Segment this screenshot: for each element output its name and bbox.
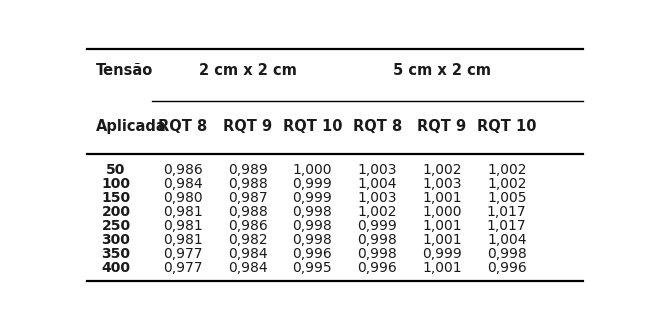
Text: 1,004: 1,004 <box>357 177 397 191</box>
Text: 5 cm x 2 cm: 5 cm x 2 cm <box>393 63 491 78</box>
Text: RQT 9: RQT 9 <box>223 119 272 134</box>
Text: 0,999: 0,999 <box>293 177 332 191</box>
Text: 200: 200 <box>101 205 131 219</box>
Text: 0,998: 0,998 <box>293 233 332 247</box>
Text: 250: 250 <box>101 219 131 233</box>
Text: 1,004: 1,004 <box>487 233 526 247</box>
Text: 1,002: 1,002 <box>357 205 397 219</box>
Text: 1,000: 1,000 <box>422 205 462 219</box>
Text: 1,003: 1,003 <box>357 163 397 177</box>
Text: 2 cm x 2 cm: 2 cm x 2 cm <box>199 63 296 78</box>
Text: 0,981: 0,981 <box>163 233 202 247</box>
Text: 1,002: 1,002 <box>487 163 526 177</box>
Text: 0,996: 0,996 <box>357 261 397 275</box>
Text: 1,001: 1,001 <box>422 261 462 275</box>
Text: Tensão: Tensão <box>96 63 153 78</box>
Text: 0,998: 0,998 <box>357 233 397 247</box>
Text: 0,984: 0,984 <box>228 247 268 261</box>
Text: 100: 100 <box>101 177 131 191</box>
Text: RQT 10: RQT 10 <box>477 119 537 134</box>
Text: 0,999: 0,999 <box>293 191 332 205</box>
Text: 400: 400 <box>101 261 131 275</box>
Text: RQT 8: RQT 8 <box>158 119 208 134</box>
Text: 1,003: 1,003 <box>422 177 462 191</box>
Text: 50: 50 <box>106 163 126 177</box>
Text: 0,986: 0,986 <box>163 163 202 177</box>
Text: 0,998: 0,998 <box>293 219 332 233</box>
Text: 300: 300 <box>102 233 131 247</box>
Text: Aplicada: Aplicada <box>96 119 167 134</box>
Text: 1,001: 1,001 <box>422 191 462 205</box>
Text: 0,986: 0,986 <box>228 219 268 233</box>
Text: 1,001: 1,001 <box>422 219 462 233</box>
Text: RQT 10: RQT 10 <box>283 119 342 134</box>
Text: 0,984: 0,984 <box>228 261 268 275</box>
Text: 0,999: 0,999 <box>422 247 462 261</box>
Text: 1,000: 1,000 <box>293 163 332 177</box>
Text: 350: 350 <box>101 247 131 261</box>
Text: 0,987: 0,987 <box>228 191 268 205</box>
Text: 0,996: 0,996 <box>293 247 332 261</box>
Text: 0,988: 0,988 <box>228 177 268 191</box>
Text: 150: 150 <box>101 191 131 205</box>
Text: 1,005: 1,005 <box>487 191 526 205</box>
Text: 0,984: 0,984 <box>163 177 202 191</box>
Text: 0,995: 0,995 <box>293 261 332 275</box>
Text: 0,977: 0,977 <box>163 261 202 275</box>
Text: 0,989: 0,989 <box>228 163 268 177</box>
Text: 0,998: 0,998 <box>487 247 526 261</box>
Text: 1,002: 1,002 <box>487 177 526 191</box>
Text: 0,999: 0,999 <box>357 219 397 233</box>
Text: 0,981: 0,981 <box>163 205 202 219</box>
Text: 0,982: 0,982 <box>228 233 268 247</box>
Text: 1,001: 1,001 <box>422 233 462 247</box>
Text: RQT 8: RQT 8 <box>353 119 402 134</box>
Text: 0,998: 0,998 <box>293 205 332 219</box>
Text: 0,981: 0,981 <box>163 219 202 233</box>
Text: 1,002: 1,002 <box>422 163 462 177</box>
Text: 1,003: 1,003 <box>357 191 397 205</box>
Text: 0,996: 0,996 <box>487 261 526 275</box>
Text: 1,017: 1,017 <box>487 205 526 219</box>
Text: 0,988: 0,988 <box>228 205 268 219</box>
Text: 0,980: 0,980 <box>163 191 202 205</box>
Text: RQT 9: RQT 9 <box>417 119 466 134</box>
Text: 0,998: 0,998 <box>357 247 397 261</box>
Text: 0,977: 0,977 <box>163 247 202 261</box>
Text: 1,017: 1,017 <box>487 219 526 233</box>
